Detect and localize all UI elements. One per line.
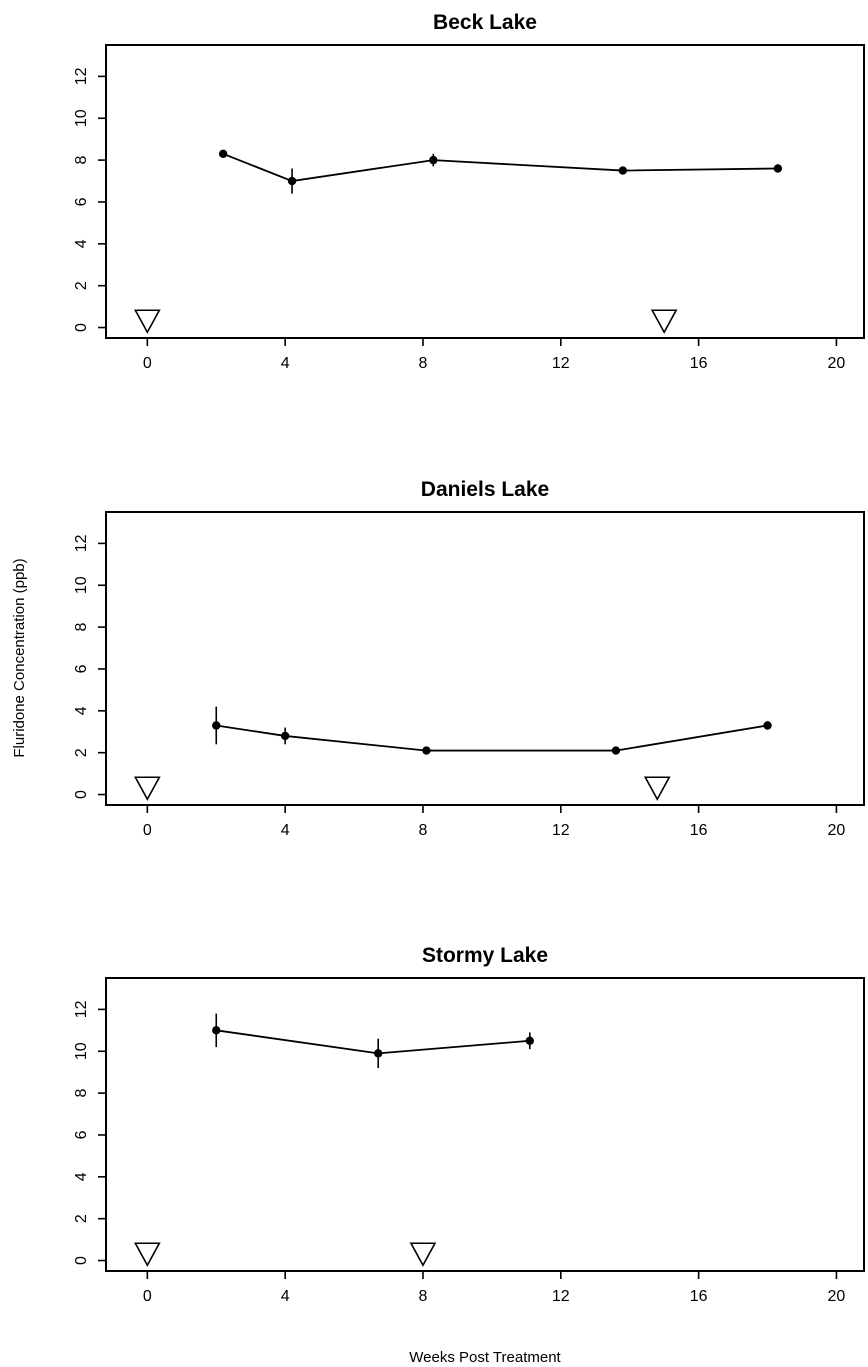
x-axis-label: Weeks Post Treatment	[409, 1349, 561, 1366]
data-point	[218, 149, 228, 159]
triangle-marker	[643, 776, 671, 801]
plot-frame	[105, 44, 865, 339]
panel-title: Daniels Lake	[421, 478, 549, 501]
y-tick-label: 6	[73, 197, 90, 206]
triangle-marker	[650, 309, 678, 334]
x-tick-label: 20	[828, 355, 846, 372]
x-tick-label: 8	[419, 355, 428, 372]
x-tick-label: 4	[281, 1288, 290, 1305]
panel-2: Stormy Lake 0 4 8 12 16 20 0 2 4 6 8 10 12	[73, 944, 865, 1305]
y-tick-label: 4	[73, 239, 90, 248]
data-point	[611, 746, 621, 755]
panel-title: Beck Lake	[433, 11, 537, 34]
data-point	[280, 731, 290, 741]
data-point	[422, 746, 431, 755]
triangle-marker	[133, 776, 161, 801]
x-tick-label: 16	[690, 355, 708, 372]
data-point	[618, 166, 628, 175]
triangle-marker	[133, 309, 161, 334]
y-tick-label: 6	[73, 1130, 90, 1139]
y-tick-label: 12	[73, 534, 90, 552]
y-tick-label: 12	[73, 1000, 90, 1018]
x-tick-label: 4	[281, 822, 290, 839]
x-tick-label: 20	[828, 1288, 846, 1305]
x-tick-label: 12	[552, 822, 570, 839]
panel-1: Daniels Lake 0 4 8 12 16 20 0 2 4 6 8 10 12	[73, 478, 865, 839]
x-tick-label: 0	[143, 822, 152, 839]
y-tick-label: 2	[73, 281, 90, 290]
plot-frame	[105, 511, 865, 806]
x-tick-label: 16	[690, 1288, 708, 1305]
data-point	[287, 176, 297, 186]
y-tick-label: 4	[73, 1172, 90, 1181]
y-tick-label: 0	[73, 1256, 90, 1265]
series-line	[216, 724, 768, 752]
x-tick-label: 8	[419, 822, 428, 839]
y-tick-label: 8	[73, 623, 90, 632]
x-tick-label: 20	[828, 822, 846, 839]
y-tick-label: 4	[73, 706, 90, 715]
panel-title: Stormy Lake	[422, 944, 548, 967]
y-tick-label: 8	[73, 1089, 90, 1098]
y-tick-label: 2	[73, 1214, 90, 1223]
data-point	[373, 1049, 383, 1058]
x-tick-label: 0	[143, 355, 152, 372]
x-tick-label: 0	[143, 1288, 152, 1305]
panel-0: Beck Lake 0 4 8 12 16 20 0 2 4 6 8 10 12	[73, 11, 865, 372]
triangle-marker	[133, 1242, 161, 1267]
y-tick-label: 0	[73, 790, 90, 799]
data-point	[429, 155, 438, 165]
data-point	[773, 164, 783, 173]
x-tick-label: 8	[419, 1288, 428, 1305]
x-tick-label: 12	[552, 355, 570, 372]
triangle-marker	[409, 1242, 437, 1267]
data-point	[212, 1026, 221, 1035]
y-tick-label: 0	[73, 323, 90, 332]
data-point	[763, 721, 772, 730]
data-point	[212, 721, 221, 730]
y-tick-label: 12	[73, 67, 90, 85]
plot-frame	[105, 977, 865, 1272]
y-tick-label: 2	[73, 748, 90, 757]
x-tick-label: 16	[690, 822, 708, 839]
series-line	[222, 152, 778, 182]
y-tick-label: 8	[73, 156, 90, 165]
y-axis-label: Fluridone Concentration (ppb)	[11, 558, 28, 757]
y-tick-label: 6	[73, 664, 90, 673]
y-tick-label: 10	[73, 576, 90, 594]
x-tick-label: 4	[281, 355, 290, 372]
data-point	[525, 1036, 534, 1045]
y-tick-label: 10	[73, 1042, 90, 1060]
series-line	[216, 1029, 530, 1055]
x-tick-label: 12	[552, 1288, 570, 1305]
y-tick-label: 10	[73, 109, 90, 127]
